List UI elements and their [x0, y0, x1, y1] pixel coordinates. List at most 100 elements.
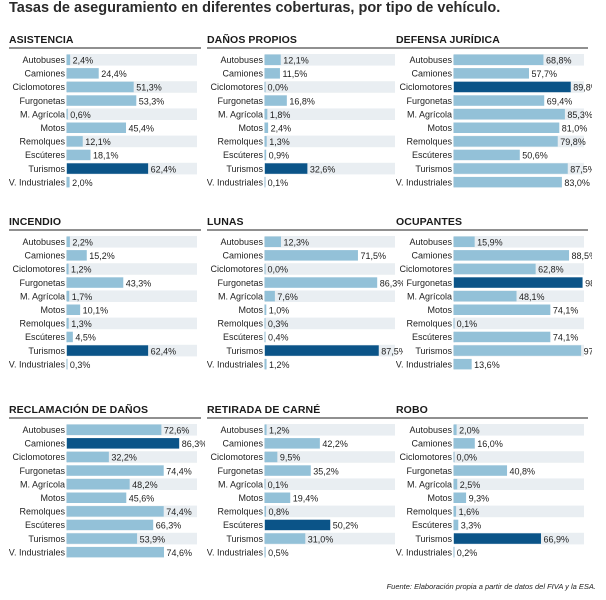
row-stripe: [67, 135, 197, 148]
value-label: 62,4%: [151, 346, 177, 356]
bar: [265, 122, 269, 133]
value-label: 43,3%: [126, 278, 152, 288]
value-label: 0,5%: [268, 548, 289, 558]
value-label: 53,9%: [140, 534, 166, 544]
bar: [454, 163, 568, 174]
category-label: Remolques: [217, 319, 263, 329]
value-label: 0,0%: [268, 83, 289, 93]
bar: [67, 546, 164, 558]
bar: [67, 318, 69, 329]
bar: [67, 331, 73, 343]
bar: [454, 95, 545, 106]
value-label: 32,2%: [111, 453, 137, 463]
category-label: Camiones: [222, 69, 263, 79]
bar: [67, 465, 164, 476]
row-stripe: [67, 317, 197, 330]
value-label: 45,4%: [129, 124, 155, 134]
bar: [454, 136, 558, 147]
category-label: Camiones: [24, 69, 65, 79]
value-label: 3,3%: [461, 521, 482, 531]
value-label: 62,4%: [151, 164, 177, 174]
category-label: Camiones: [24, 439, 65, 449]
bar: [67, 95, 137, 106]
bar: [67, 108, 68, 120]
bar: [265, 465, 311, 476]
bar: [265, 54, 281, 65]
bar: [265, 506, 267, 517]
category-label: V. Industriales: [396, 177, 452, 187]
value-label: 85,3%: [567, 110, 592, 120]
chart-panel-danos-propios: DAÑOS PROPIOS Autobuses 12,1% Camiones 11,5…: [207, 34, 403, 204]
value-label: 0,1%: [268, 178, 289, 188]
value-label: 81,0%: [562, 124, 588, 134]
row-stripe: [265, 236, 395, 248]
value-label: 72,6%: [164, 426, 190, 436]
value-label: 66,9%: [543, 534, 569, 544]
category-label: Remolques: [19, 507, 65, 517]
row-stripe: [454, 478, 584, 490]
bar: [265, 68, 280, 79]
category-label: Remolques: [406, 137, 452, 147]
bar: [265, 345, 379, 356]
row-stripe: [265, 478, 395, 490]
bar: [265, 95, 287, 106]
value-label: 2,0%: [459, 426, 480, 436]
value-label: 0,9%: [269, 151, 290, 161]
value-label: 71,5%: [360, 251, 386, 261]
bar: [265, 546, 266, 558]
value-label: 48,2%: [132, 480, 158, 490]
value-label: 16,8%: [289, 96, 315, 106]
bar: [454, 250, 570, 261]
value-label: 87,5%: [570, 164, 592, 174]
category-label: Furgonetas: [406, 278, 452, 288]
category-label: M. Agrícola: [218, 291, 263, 301]
value-label: 0,4%: [268, 333, 289, 343]
category-label: Ciclomotores: [12, 264, 65, 274]
bar: [67, 263, 69, 275]
bar: [265, 331, 266, 343]
value-label: 74,1%: [553, 333, 579, 343]
chart-panel-robo: ROBO Autobuses 2,0% Camiones 16,0% Ciclomoto…: [396, 404, 592, 574]
category-label: Furgonetas: [406, 96, 452, 106]
category-label: Turismos: [415, 534, 452, 544]
row-stripe: [265, 451, 395, 463]
bar: [67, 54, 71, 65]
row-stripe: [265, 317, 395, 330]
category-label: Ciclomotores: [399, 264, 452, 274]
category-label: Remolques: [19, 319, 65, 329]
value-label: 68,8%: [546, 56, 572, 66]
value-label: 12,1%: [85, 137, 111, 147]
bar: [265, 519, 331, 531]
category-label: Furgonetas: [19, 466, 65, 476]
value-label: 16,0%: [477, 439, 503, 449]
row-stripe: [454, 290, 584, 302]
category-label: Escúteres: [412, 150, 453, 160]
category-label: Remolques: [217, 137, 263, 147]
category-label: Motos: [238, 493, 263, 503]
category-label: Motos: [427, 305, 452, 315]
category-label: M. Agrícola: [407, 291, 452, 301]
category-label: M. Agrícola: [407, 479, 452, 489]
bar: [67, 163, 149, 174]
value-label: 10,1%: [83, 306, 109, 316]
category-label: V. Industriales: [9, 359, 65, 369]
value-label: 2,5%: [460, 480, 481, 490]
category-label: Autobuses: [220, 55, 263, 65]
value-label: 0,2%: [457, 548, 478, 558]
value-label: 57,7%: [532, 69, 558, 79]
category-label: Turismos: [28, 164, 65, 174]
category-label: Furgonetas: [217, 278, 263, 288]
bar: [265, 492, 291, 503]
chart-panel-incendio: INCENDIO Autobuses 2,2% Camiones 15,2% Ciclo…: [9, 216, 205, 386]
bar-chart: Autobuses 12,3% Camiones 71,5% Ciclomotores 0…: [207, 229, 403, 370]
value-label: 13,6%: [474, 360, 500, 370]
value-label: 15,2%: [89, 251, 115, 261]
bar: [454, 277, 583, 288]
value-label: 66,3%: [156, 521, 182, 531]
category-label: Camiones: [411, 251, 452, 261]
category-label: Motos: [238, 305, 263, 315]
value-label: 88,5%: [572, 251, 592, 261]
row-stripe: [67, 236, 197, 248]
category-label: Escúteres: [223, 150, 264, 160]
bar: [265, 250, 358, 261]
